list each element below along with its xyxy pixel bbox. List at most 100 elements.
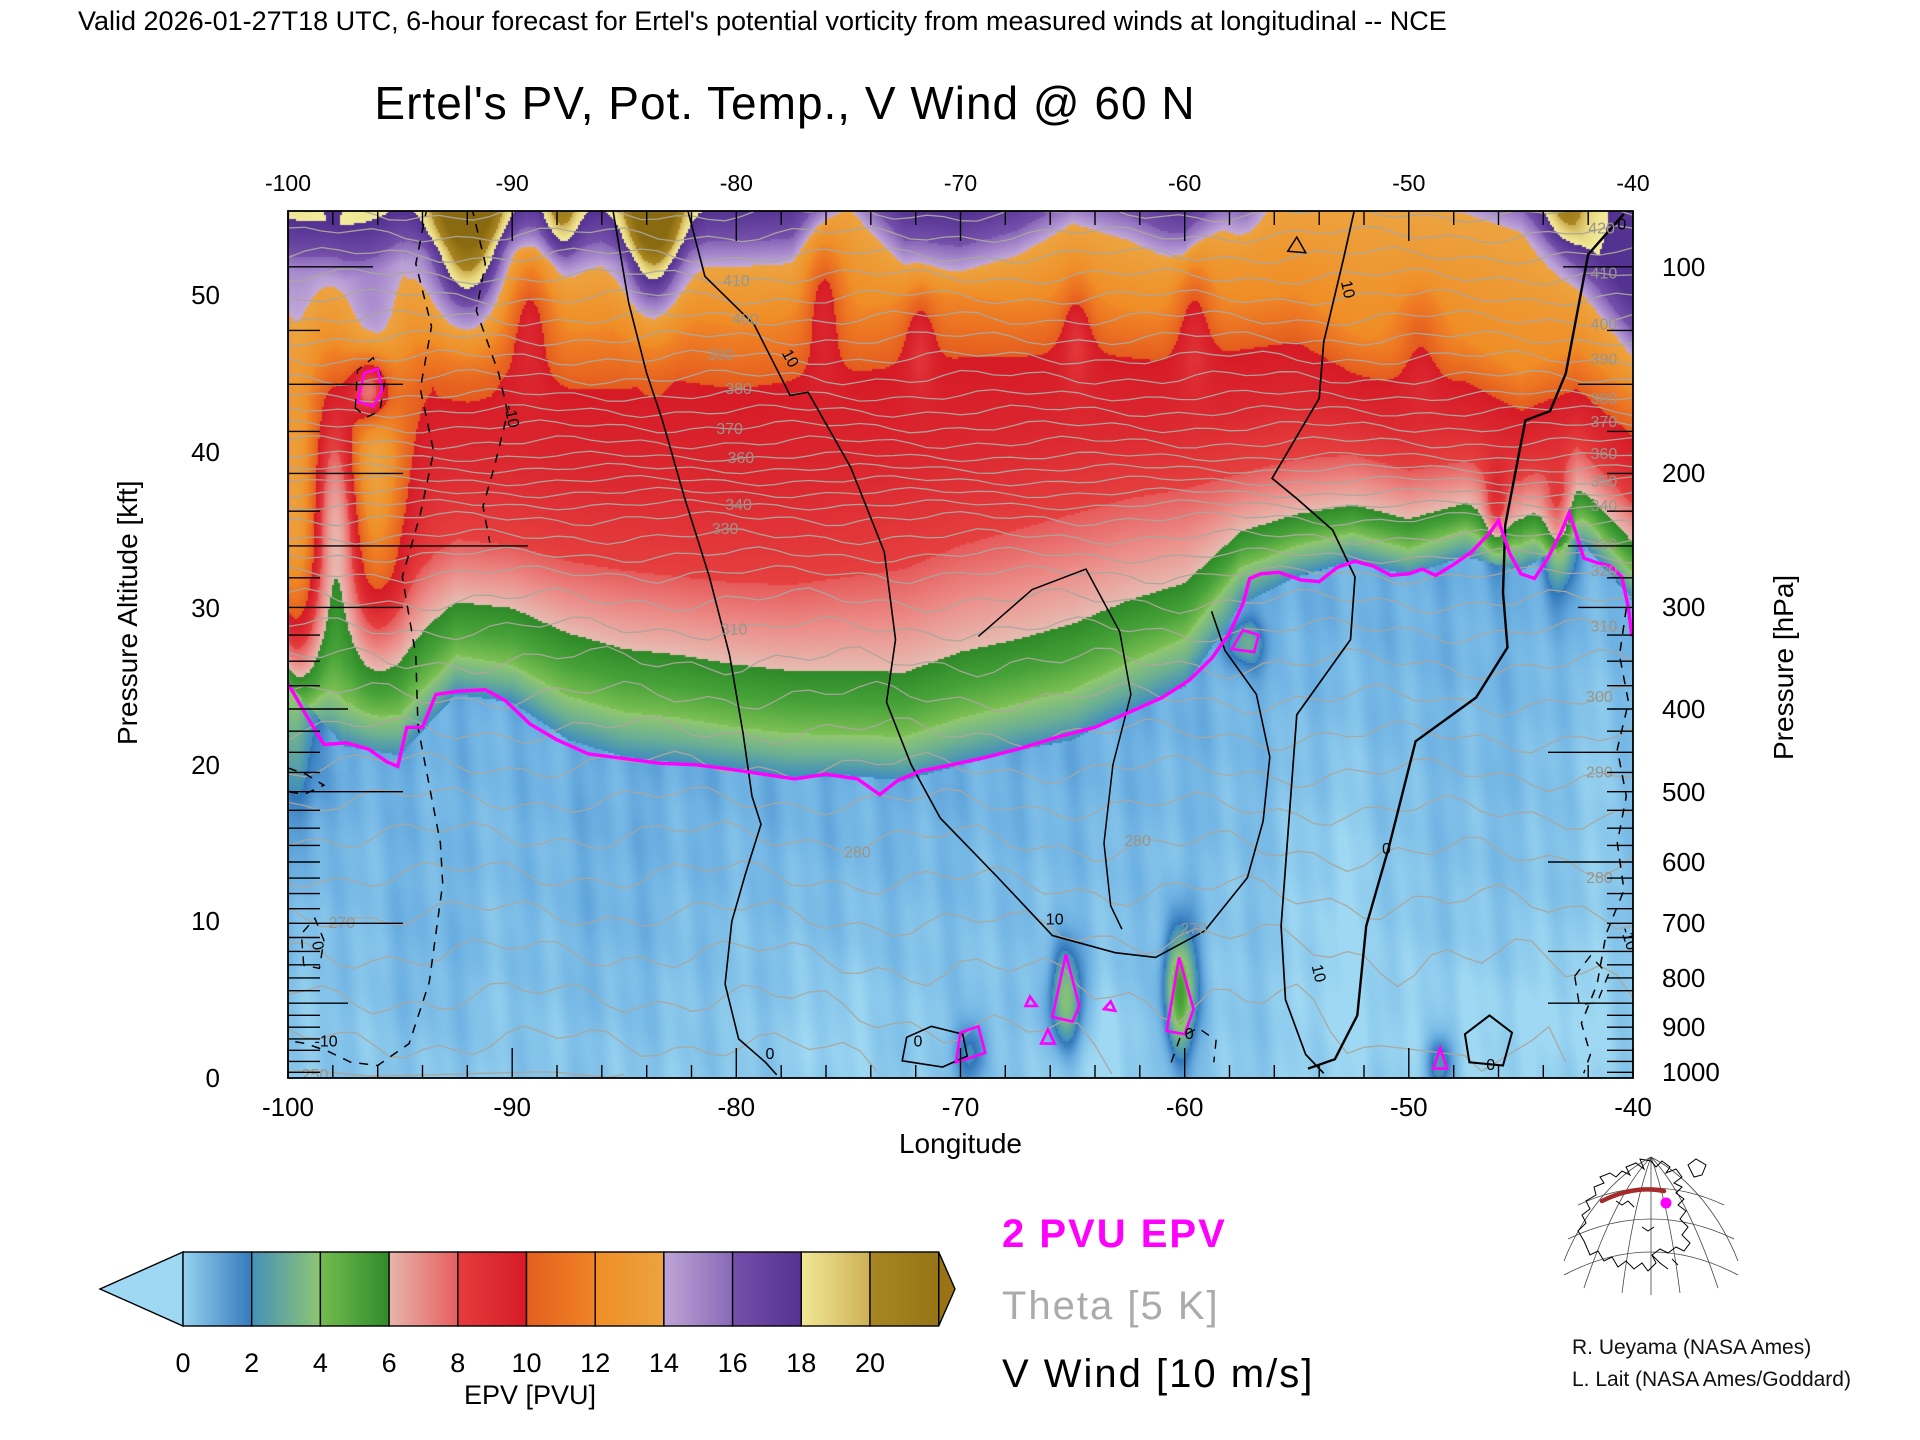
theta-contour	[288, 510, 1633, 527]
theta-contour-label: 300	[1586, 689, 1613, 706]
theta-contour-label: 390	[707, 347, 734, 364]
theta-contour-label: 310	[721, 621, 748, 638]
y-left-tick-label: 40	[191, 436, 220, 467]
theta-contour-label: 290	[1586, 765, 1613, 782]
y-left-tick-label: 10	[191, 906, 220, 937]
theta-contour	[288, 615, 1633, 645]
valid-timestamp-line: Valid 2026-01-27T18 UTC, 6-hour forecast…	[78, 6, 1447, 36]
y-left-tick-label: 50	[191, 280, 220, 311]
theta-contour	[288, 982, 1113, 1075]
theta-contour	[288, 462, 1633, 475]
y-right-tick-label: 200	[1662, 458, 1706, 489]
v-wind-contour-label: -10	[1617, 925, 1640, 952]
colorbar-cell	[182, 1251, 253, 1327]
v-wind-contour	[687, 211, 1271, 959]
theta-contour-label: 400	[732, 312, 759, 329]
theta-contour	[288, 680, 1633, 718]
theta-contour-label: 330	[712, 521, 739, 538]
map-graticule	[1563, 1156, 1739, 1295]
tropopause-2pvu-closed	[1039, 1026, 1057, 1045]
v-wind-contour	[1307, 212, 1625, 1070]
v-wind-contour-label: -10	[500, 403, 521, 429]
theta-contour-label: 280	[1124, 833, 1151, 850]
theta-contour-label: 390	[1591, 352, 1618, 369]
y-right-tick-label: 700	[1662, 908, 1706, 939]
theta-contour	[288, 435, 1633, 450]
x-tick-label-bottom: -70	[941, 1092, 980, 1122]
y-right-tick-label: 100	[1662, 251, 1706, 282]
theta-contour-label: 340	[1591, 498, 1618, 515]
theta-contour-label: 320	[1591, 563, 1618, 580]
map-cross-section-path	[1599, 1187, 1667, 1204]
theta-contour	[288, 404, 1633, 419]
contour-lines-group: 410 400 390 380 370 360 340 330 310 420 410 400 390 3…	[288, 211, 1640, 1084]
theta-contour	[288, 716, 1633, 754]
theta-contour-label: 370	[716, 421, 743, 438]
x-tick-label-bottom: -50	[1390, 1092, 1428, 1122]
theta-contour-label: 250	[302, 1067, 329, 1084]
theta-contour	[288, 288, 1633, 307]
x-tick-label-top: -50	[1392, 170, 1426, 196]
theta-contour	[288, 860, 1633, 930]
x-tick-label-top: -90	[495, 170, 529, 196]
v-wind-contour	[288, 767, 326, 796]
v-wind-contour	[1270, 211, 1356, 1074]
theta-contour-label: 360	[727, 450, 754, 467]
v-wind-contour-label: 10	[1046, 912, 1064, 929]
colorbar-cell	[731, 1251, 802, 1327]
theta-contour-label: 360	[1591, 446, 1618, 463]
map-location-dot	[1660, 1197, 1672, 1209]
theta-contour	[288, 419, 1633, 434]
colorbar-cell	[525, 1251, 596, 1327]
x-tick-label-top: -70	[943, 170, 978, 196]
theta-contour	[288, 564, 1633, 585]
theta-contour-label: 380	[1591, 391, 1618, 408]
v-wind-contour-label: 0	[1185, 1026, 1194, 1043]
y-left-tick-label: 20	[191, 749, 220, 780]
y-right-tick-label: 1000	[1662, 1057, 1720, 1088]
theta-contour-label: 410	[1591, 266, 1618, 283]
colorbar-tick-label: 4	[313, 1348, 328, 1378]
x-tick-label-bottom: -60	[1165, 1092, 1204, 1122]
legend-2pvu-epv: 2 PVU EPV	[1002, 1212, 1227, 1256]
legend-theta: Theta [5 K]	[1002, 1284, 1220, 1328]
colorbar-tick-label: 2	[244, 1348, 259, 1378]
v-wind-contour	[354, 356, 386, 419]
colorbar-under-arrow	[98, 1250, 184, 1328]
v-wind-contour-label: 10	[1308, 963, 1329, 984]
theta-contour	[288, 246, 1633, 265]
v-wind-contour-label: 0	[913, 1034, 922, 1051]
v-wind-contour-label: 0	[308, 940, 326, 952]
colorbar-tick-label: 12	[580, 1348, 610, 1378]
v-wind-contour	[1573, 954, 1610, 1006]
credit-line-1: R. Ueyama (NASA Ames)	[1572, 1336, 1812, 1359]
theta-contour-label: 420	[1588, 221, 1615, 238]
theta-contour	[288, 528, 1633, 546]
v-wind-contour	[1580, 608, 1630, 1074]
theta-contour	[288, 546, 1633, 565]
tropopause-2pvu-closed	[1050, 953, 1081, 1024]
x-tick-label-bottom: -90	[493, 1092, 531, 1122]
tropopause-2pvu-closed	[954, 1024, 987, 1065]
v-wind-contour-label: 10	[1337, 279, 1357, 300]
y-left-tick-label: 0	[205, 1063, 220, 1093]
y-right-tick-label: 300	[1662, 592, 1706, 623]
map-coastline	[1577, 1158, 1707, 1272]
theta-contour-label: 330	[1591, 537, 1618, 554]
theta-contour-label: 380	[725, 381, 752, 398]
theta-contour	[288, 450, 1633, 463]
tropopause-2pvu-line	[288, 507, 1633, 797]
x-tick-label-bottom: -40	[1614, 1092, 1652, 1122]
v-wind-contour-label: 0	[1617, 216, 1626, 233]
theta-contour	[288, 309, 1633, 327]
y-right-axis-title: Pressure [hPa]	[1768, 574, 1799, 760]
v-wind-contour-label: 0	[1486, 1057, 1495, 1074]
theta-contour-label: 280	[1586, 870, 1613, 887]
credit-line-2: L. Lait (NASA Ames/Goddard)	[1572, 1368, 1851, 1391]
theta-contour-label: 270	[1180, 921, 1207, 938]
v-wind-contour	[471, 211, 509, 543]
theta-contour-label: 410	[723, 273, 750, 290]
colorbar-tick-label: 6	[382, 1348, 397, 1378]
colorbar-tick-label: 20	[855, 1348, 885, 1378]
